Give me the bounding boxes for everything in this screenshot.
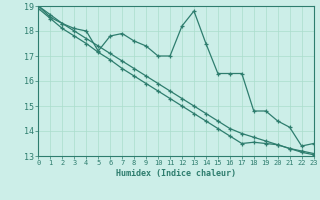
X-axis label: Humidex (Indice chaleur): Humidex (Indice chaleur) xyxy=(116,169,236,178)
